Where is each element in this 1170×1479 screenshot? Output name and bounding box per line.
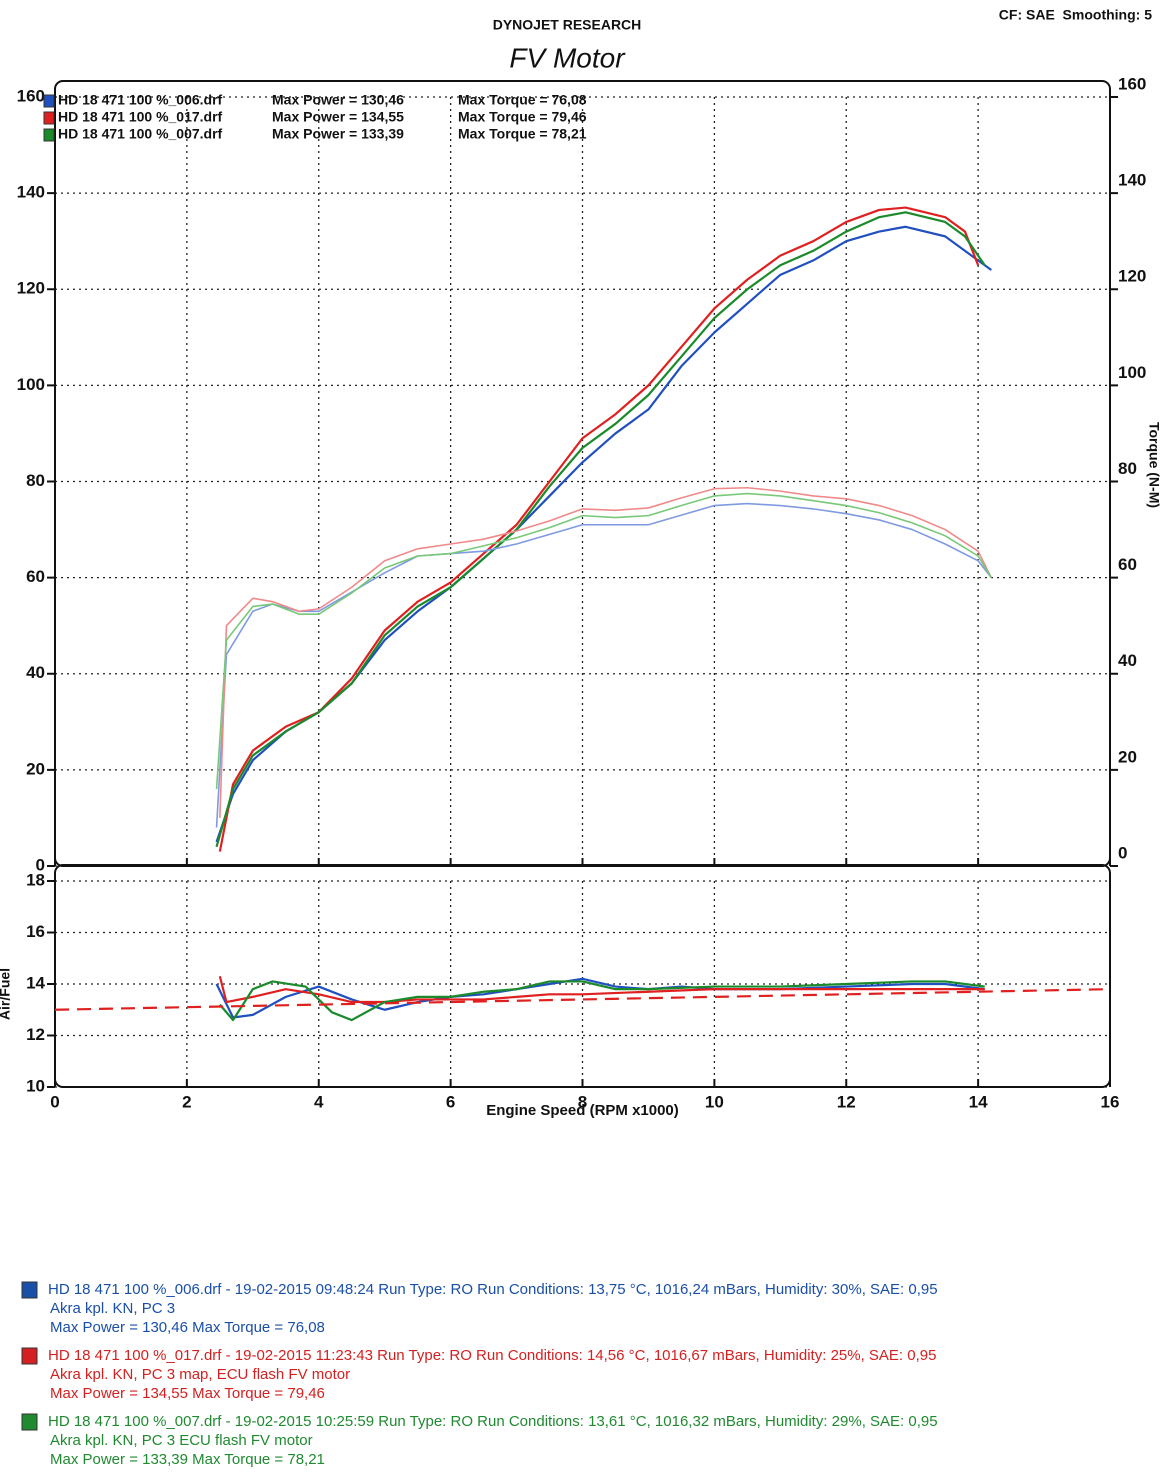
y2-tick-label: 80	[1118, 459, 1137, 478]
y-tick-label: 20	[26, 759, 45, 778]
y2-tick-label: 140	[1118, 171, 1146, 190]
run-text: Max Power = 130,46 Max Torque = 76,08	[50, 1319, 325, 1336]
series-line	[215, 492, 992, 790]
y2-tick-label: 20	[1118, 747, 1137, 766]
y-tick-label: 0	[36, 855, 45, 874]
x-tick-label: 12	[837, 1092, 856, 1111]
settings: CF: SAE Smoothing: 5	[999, 7, 1152, 23]
x-tick-label: 4	[314, 1092, 324, 1111]
y-tick-label: 80	[26, 471, 45, 490]
x-tick-label: 10	[705, 1092, 724, 1111]
series-line	[218, 976, 985, 1004]
y-tick-label: 100	[17, 375, 45, 394]
y-tick-label: 18	[26, 870, 45, 889]
legend-swatch	[43, 128, 55, 142]
legend-torque: Max Torque = 76,08	[458, 92, 587, 108]
legend-torque: Max Torque = 79,46	[458, 109, 587, 125]
run-swatch	[21, 1347, 38, 1365]
series-line	[215, 211, 986, 848]
y2-tick-label: 0	[1118, 843, 1127, 862]
x-axis-label: Engine Speed (RPM x1000)	[486, 1102, 679, 1119]
run-text: Max Power = 133,39 Max Torque = 78,21	[50, 1451, 325, 1468]
run-text: HD 18 471 100 %_007.drf - 19-02-2015 10:…	[48, 1413, 938, 1430]
y2-tick-label: 60	[1118, 555, 1137, 574]
y-tick-label: 160	[17, 86, 45, 105]
series-line	[215, 502, 992, 828]
legend-power: Max Power = 133,39	[272, 126, 404, 142]
run-swatch	[21, 1413, 38, 1431]
legend-torque: Max Torque = 78,21	[458, 126, 587, 142]
brand: DYNOJET RESEARCH	[493, 17, 642, 33]
y-tick-label: 120	[17, 279, 45, 298]
plot-frame	[54, 864, 1111, 1088]
run-text: Akra kpl. KN, PC 3 map, ECU flash FV mot…	[50, 1366, 350, 1383]
legend-power: Max Power = 134,55	[272, 109, 404, 125]
x-tick-label: 16	[1101, 1092, 1120, 1111]
series-line	[219, 980, 985, 1022]
run-text: Akra kpl. KN, PC 3 ECU flash FV motor	[50, 1432, 313, 1449]
legend-name: HD 18 471 100 %_017.drf	[58, 109, 223, 125]
y2-tick-label: 40	[1118, 651, 1137, 670]
series-line	[54, 988, 1111, 1011]
y2-axis-label: Torque (N-M)	[1146, 422, 1162, 508]
series-line	[218, 206, 980, 852]
legend-name: HD 18 471 100 %_006.drf	[58, 92, 223, 108]
y-tick-label: 12	[26, 1025, 45, 1044]
legend-power: Max Power = 130,46	[272, 92, 404, 108]
run-text: Akra kpl. KN, PC 3	[50, 1300, 175, 1317]
y-tick-label: 40	[26, 663, 45, 682]
x-tick-label: 14	[969, 1092, 988, 1111]
run-text: HD 18 471 100 %_006.drf - 19-02-2015 09:…	[48, 1281, 938, 1298]
legend-swatch	[43, 111, 55, 125]
run-swatch	[21, 1281, 38, 1299]
y-tick-label: 10	[26, 1076, 45, 1095]
run-text: HD 18 471 100 %_017.drf - 19-02-2015 11:…	[48, 1347, 936, 1364]
y-axis-label: Air/Fuel	[0, 968, 13, 1020]
y-tick-label: 14	[26, 973, 45, 992]
y2-tick-label: 160	[1118, 74, 1146, 93]
chart-title: FV Motor	[509, 42, 626, 73]
y-tick-label: 140	[17, 183, 45, 202]
y2-tick-label: 120	[1118, 267, 1146, 286]
x-tick-label: 2	[182, 1092, 191, 1111]
x-tick-label: 6	[446, 1092, 455, 1111]
y-tick-label: 60	[26, 567, 45, 586]
run-text: Max Power = 134,55 Max Torque = 79,46	[50, 1385, 325, 1402]
series-line	[215, 225, 992, 843]
x-tick-label: 8	[578, 1092, 587, 1111]
plot-frame	[54, 80, 1111, 867]
legend-swatch	[43, 94, 55, 108]
x-tick-label: 0	[50, 1092, 59, 1111]
y2-tick-label: 100	[1118, 363, 1146, 382]
series-line	[219, 486, 993, 818]
y-tick-label: 16	[26, 922, 45, 941]
legend-name: HD 18 471 100 %_007.drf	[58, 126, 223, 142]
